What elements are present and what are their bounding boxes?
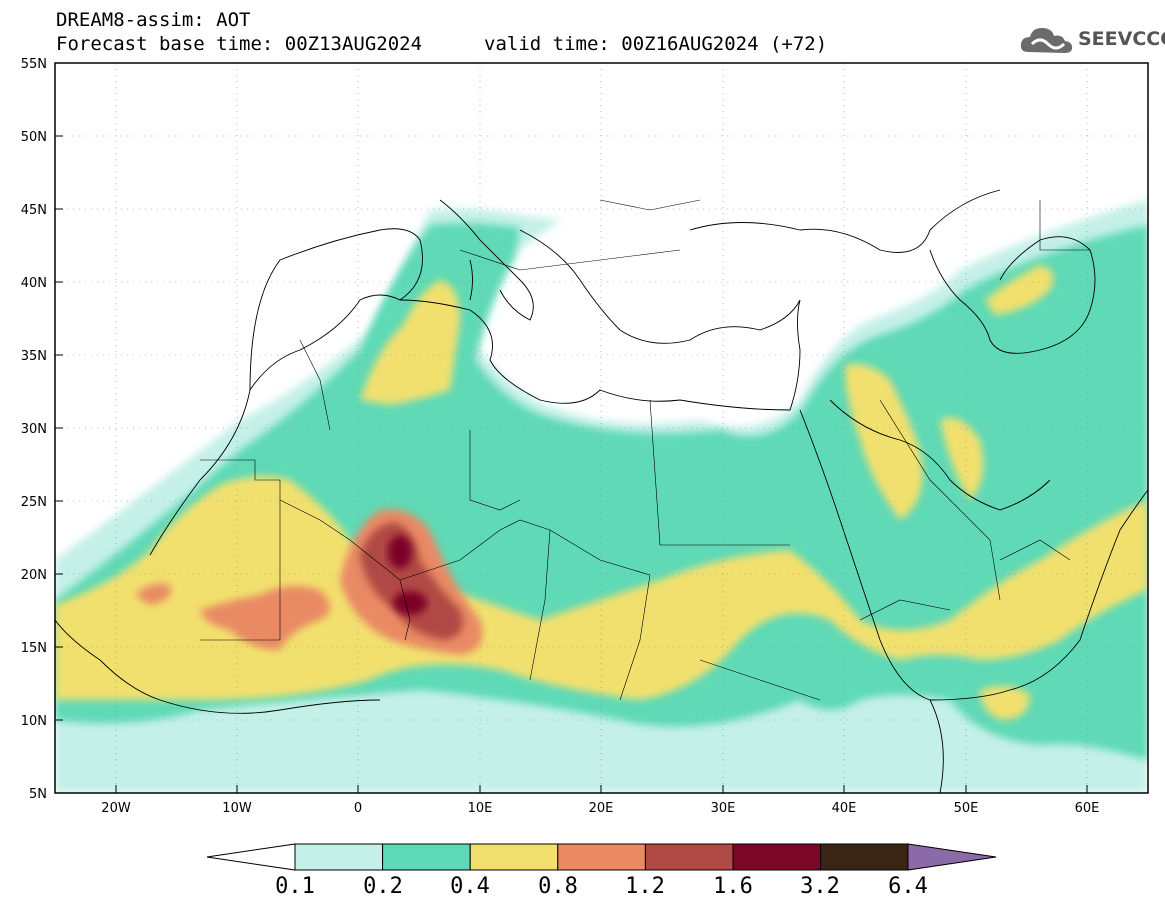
lat-label: 25N bbox=[21, 495, 47, 510]
lon-label: 50E bbox=[954, 801, 979, 816]
colorbar-label: 6.4 bbox=[888, 874, 928, 899]
colorbar-cell bbox=[294, 843, 384, 871]
colorbar-cell bbox=[382, 843, 471, 871]
colorbar-label: 0.2 bbox=[363, 874, 403, 899]
colorbar: 0.1 0.2 0.4 0.8 1.2 1.6 3.2 6.4 bbox=[206, 843, 997, 899]
aot-field bbox=[55, 200, 1148, 793]
lat-label: 40N bbox=[21, 276, 47, 291]
country-borders bbox=[200, 199, 1090, 701]
lat-label: 10N bbox=[21, 714, 47, 729]
colorbar-label: 1.2 bbox=[625, 874, 665, 899]
map-title: DREAM8-assim: AOT bbox=[56, 9, 251, 31]
colorbar-low-arrow bbox=[206, 843, 296, 871]
colorbar-cell bbox=[557, 843, 646, 871]
lon-label: 20E bbox=[589, 801, 614, 816]
lat-label: 30N bbox=[21, 422, 47, 437]
lat-label: 5N bbox=[29, 787, 47, 802]
colorbar-cell bbox=[644, 843, 734, 871]
lat-label: 55N bbox=[21, 57, 47, 72]
colorbar-label: 0.8 bbox=[538, 874, 578, 899]
colorbar-cell bbox=[820, 843, 909, 871]
colorbar-label: 0.1 bbox=[275, 874, 315, 899]
colorbar-cell bbox=[732, 843, 822, 871]
lat-label: 50N bbox=[21, 130, 47, 145]
valid-time: valid time: 00Z16AUG2024 (+72) bbox=[484, 33, 828, 55]
lon-label: 40E bbox=[832, 801, 857, 816]
latitude-labels: 55N 50N 45N 40N 35N 30N 25N 20N 15N 10N … bbox=[21, 57, 47, 802]
axis-ticks bbox=[55, 62, 1088, 793]
lat-label: 20N bbox=[21, 568, 47, 583]
forecast-base-time: Forecast base time: 00Z13AUG2024 bbox=[56, 33, 423, 55]
colorbar-label: 3.2 bbox=[800, 874, 840, 899]
lat-label: 45N bbox=[21, 203, 47, 218]
logo-text: SEEVCCC bbox=[1078, 28, 1165, 50]
cloud-icon bbox=[1020, 28, 1073, 53]
lon-label: 60E bbox=[1075, 801, 1100, 816]
lat-label: 35N bbox=[21, 349, 47, 364]
colorbar-label: 0.4 bbox=[450, 874, 490, 899]
colorbar-cells bbox=[294, 843, 909, 871]
lon-label: 0 bbox=[354, 801, 362, 816]
lon-label: 10W bbox=[222, 801, 252, 816]
lon-label: 10E bbox=[468, 801, 493, 816]
longitude-labels: 20W 10W 0 10E 20E 30E 40E 50E 60E bbox=[101, 801, 1099, 816]
lon-label: 20W bbox=[101, 801, 131, 816]
lat-label: 15N bbox=[21, 641, 47, 656]
colorbar-cell bbox=[469, 843, 559, 871]
coastlines bbox=[55, 189, 1148, 793]
map-gridlines bbox=[55, 63, 1148, 793]
seevccc-logo: SEEVCCC bbox=[1018, 22, 1165, 58]
colorbar-label: 1.6 bbox=[713, 874, 753, 899]
colorbar-labels: 0.1 0.2 0.4 0.8 1.2 1.6 3.2 6.4 bbox=[275, 874, 928, 899]
colorbar-high-arrow bbox=[907, 843, 997, 871]
lon-label: 30E bbox=[711, 801, 736, 816]
